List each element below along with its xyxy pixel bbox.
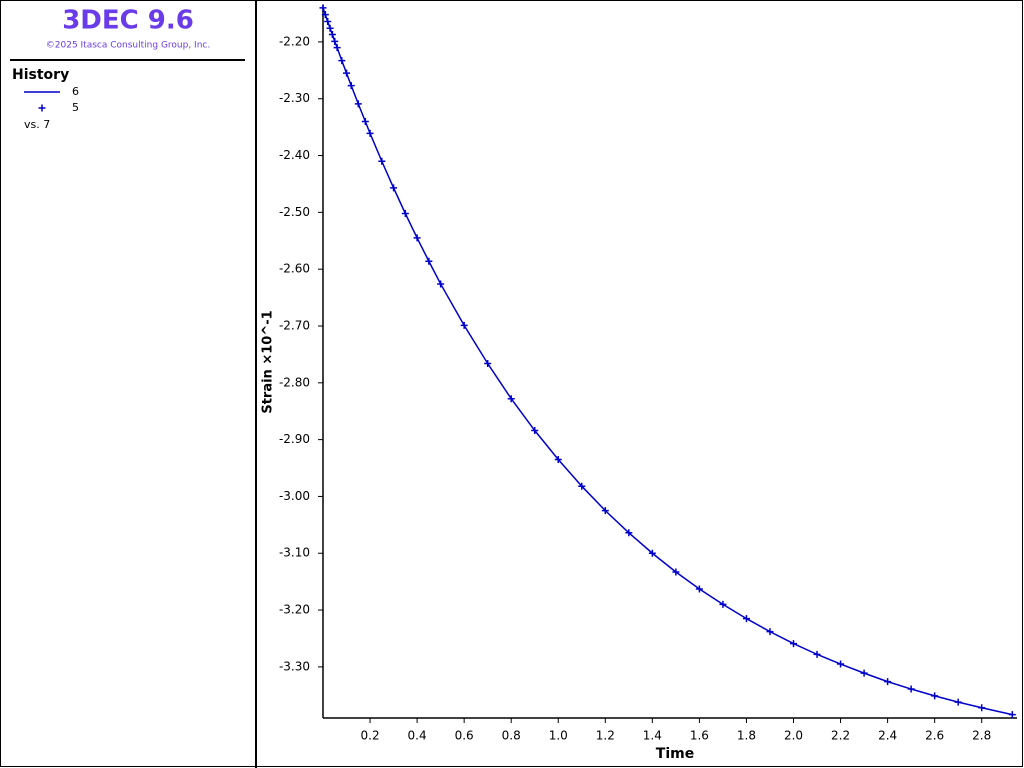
marker xyxy=(954,698,962,706)
marker xyxy=(338,57,346,65)
marker xyxy=(326,24,334,32)
marker xyxy=(695,585,703,593)
y-tick-label: -2.40 xyxy=(279,148,310,162)
x-tick-label: 2.6 xyxy=(925,729,944,743)
marker xyxy=(324,17,332,25)
y-tick-label: -3.30 xyxy=(279,659,310,673)
x-tick-label: 1.8 xyxy=(737,729,756,743)
marker xyxy=(484,359,492,367)
marker xyxy=(507,395,515,403)
marker xyxy=(742,615,750,623)
marker xyxy=(531,427,539,435)
marker xyxy=(343,69,351,77)
marker xyxy=(931,692,939,700)
x-tick-label: 2.0 xyxy=(784,729,803,743)
marker xyxy=(390,184,398,192)
y-tick-label: -2.60 xyxy=(279,262,310,276)
marker xyxy=(347,82,355,90)
copyright: ©2025 Itasca Consulting Group, Inc. xyxy=(46,41,210,51)
marker xyxy=(413,234,421,242)
x-tick-label: 0.2 xyxy=(361,729,380,743)
x-tick-label: 0.4 xyxy=(408,729,427,743)
y-tick-label: -2.50 xyxy=(279,205,310,219)
marker xyxy=(766,628,774,636)
marker xyxy=(978,704,986,712)
marker xyxy=(554,456,562,464)
marker xyxy=(38,104,46,112)
marker xyxy=(1008,711,1016,719)
marker xyxy=(813,650,821,658)
legend-title: History xyxy=(12,67,69,83)
marker xyxy=(425,257,433,265)
marker xyxy=(331,37,339,45)
legend-label: 6 xyxy=(72,85,79,98)
x-tick-label: 1.4 xyxy=(643,729,662,743)
marker xyxy=(672,568,680,576)
x-tick-label: 1.0 xyxy=(549,729,568,743)
marker xyxy=(625,529,633,537)
y-tick-label: -3.00 xyxy=(279,489,310,503)
marker xyxy=(790,640,798,648)
x-tick-label: 2.2 xyxy=(831,729,850,743)
y-axis-title: Strain ×10^-1 xyxy=(261,310,276,413)
y-tick-label: -2.80 xyxy=(279,375,310,389)
marker xyxy=(601,507,609,515)
marker xyxy=(319,4,327,12)
marker xyxy=(378,157,386,165)
marker xyxy=(578,482,586,490)
marker xyxy=(366,129,374,137)
y-tick-label: -2.70 xyxy=(279,318,310,332)
x-axis-title: Time xyxy=(656,746,694,762)
marker xyxy=(401,210,409,218)
y-tick-label: -2.90 xyxy=(279,432,310,446)
x-tick-label: 0.8 xyxy=(502,729,521,743)
y-tick-label: -3.10 xyxy=(279,546,310,560)
marker xyxy=(354,100,362,108)
marker xyxy=(321,11,329,19)
app-title: 3DEC 9.6 xyxy=(62,6,194,36)
marker xyxy=(837,660,845,668)
x-tick-label: 1.6 xyxy=(690,729,709,743)
y-tick-label: -3.20 xyxy=(279,603,310,617)
x-tick-label: 1.2 xyxy=(596,729,615,743)
marker xyxy=(907,685,915,693)
marker xyxy=(719,600,727,608)
legend-label: 5 xyxy=(72,101,79,114)
marker xyxy=(648,549,656,557)
x-tick-label: 2.8 xyxy=(972,729,991,743)
marker xyxy=(437,280,445,288)
y-tick-label: -2.20 xyxy=(279,34,310,48)
marker xyxy=(460,321,468,329)
x-series-note: vs. 7 xyxy=(24,118,50,131)
marker xyxy=(328,31,336,39)
marker xyxy=(884,678,892,686)
marker xyxy=(860,669,868,677)
marker xyxy=(333,44,341,52)
marker xyxy=(361,117,369,125)
y-tick-label: -2.30 xyxy=(279,91,310,105)
x-tick-label: 0.6 xyxy=(455,729,474,743)
x-tick-label: 2.4 xyxy=(878,729,897,743)
